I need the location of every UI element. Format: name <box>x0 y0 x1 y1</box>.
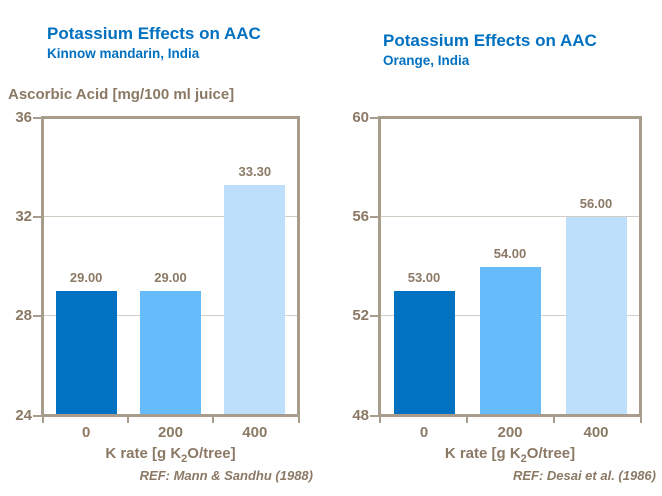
chart-subtitle: Orange, India <box>383 53 470 68</box>
y-axis-tick-label: 24 <box>15 406 32 424</box>
bar-value-label: 54.00 <box>493 245 527 261</box>
y-axis-tick-label: 60 <box>352 108 369 126</box>
x-axis-tick-label: 0 <box>81 424 91 441</box>
x-axis-tick-label: 400 <box>583 424 609 441</box>
x-axis-title-subscript: 2 <box>181 453 188 465</box>
x-axis-tick <box>41 416 44 423</box>
x-axis-title-text-end: O/tree] <box>526 445 576 462</box>
x-axis-title: K rate [g K2O/tree] <box>378 445 642 465</box>
plot-area <box>41 116 300 417</box>
x-axis-title-text-end: O/tree] <box>187 445 236 462</box>
y-axis-tick-label: 52 <box>352 307 369 325</box>
chart-orange: Potassium Effects on AAC Orange, India 4… <box>331 0 662 496</box>
gridline <box>381 216 639 218</box>
chart-title: Potassium Effects on AAC <box>383 31 597 50</box>
x-axis-title-subscript: 2 <box>520 453 527 465</box>
y-axis-tick <box>33 315 41 318</box>
bar <box>393 291 455 414</box>
y-axis-tick <box>370 315 378 318</box>
y-axis-tick <box>370 414 378 417</box>
x-axis-tick-label: 200 <box>497 424 523 441</box>
x-axis-tick <box>639 416 642 423</box>
x-axis-tick <box>297 416 300 423</box>
y-axis-tick-label: 32 <box>15 207 32 225</box>
y-axis-tick-label: 56 <box>352 207 369 225</box>
x-axis-tick-label: 200 <box>157 424 183 441</box>
y-axis-unit-label: Ascorbic Acid [mg/100 ml juice] <box>8 86 235 103</box>
y-axis-tick <box>33 215 41 218</box>
x-axis-tick <box>212 416 215 423</box>
y-axis-tick-label: 36 <box>15 108 32 126</box>
reference-citation: REF: Desai et al. (1986) <box>512 468 656 483</box>
y-axis-tick <box>33 414 41 417</box>
x-axis-tick <box>465 416 468 423</box>
x-axis-tick-label: 0 <box>419 424 429 441</box>
bar-value-label: 53.00 <box>407 270 441 286</box>
bar <box>55 291 117 414</box>
bar <box>224 185 286 414</box>
y-axis-tick-label: 28 <box>15 307 32 325</box>
x-axis-tick <box>552 416 555 423</box>
y-axis-tick-label: 48 <box>352 406 369 424</box>
bar-value-label: 29.00 <box>69 270 103 286</box>
bar-value-label: 33.30 <box>238 164 272 180</box>
reference-citation: REF: Mann & Sandhu (1988) <box>139 468 313 483</box>
x-axis-tick-label: 400 <box>242 424 268 441</box>
y-axis-tick <box>33 116 41 119</box>
bar-value-label: 56.00 <box>579 196 613 212</box>
x-axis-title: K rate [g K2O/tree] <box>41 445 300 465</box>
x-axis-tick <box>378 416 381 423</box>
gridline <box>44 216 297 218</box>
chart-subtitle: Kinnow mandarin, India <box>47 46 200 61</box>
y-axis-tick <box>370 116 378 119</box>
bar <box>479 266 541 414</box>
chart-kinnow-mandarin: Potassium Effects on AAC Kinnow mandarin… <box>8 24 313 483</box>
chart-title: Potassium Effects on AAC <box>47 24 261 43</box>
bar <box>565 217 627 414</box>
bar <box>140 291 201 414</box>
x-axis-title-text: K rate [g K <box>444 445 521 462</box>
x-axis-title-text: K rate [g K <box>105 445 182 462</box>
bar-value-label: 29.00 <box>154 270 187 286</box>
plot-area <box>378 116 642 417</box>
y-axis-tick <box>370 215 378 218</box>
x-axis-tick <box>126 416 129 423</box>
